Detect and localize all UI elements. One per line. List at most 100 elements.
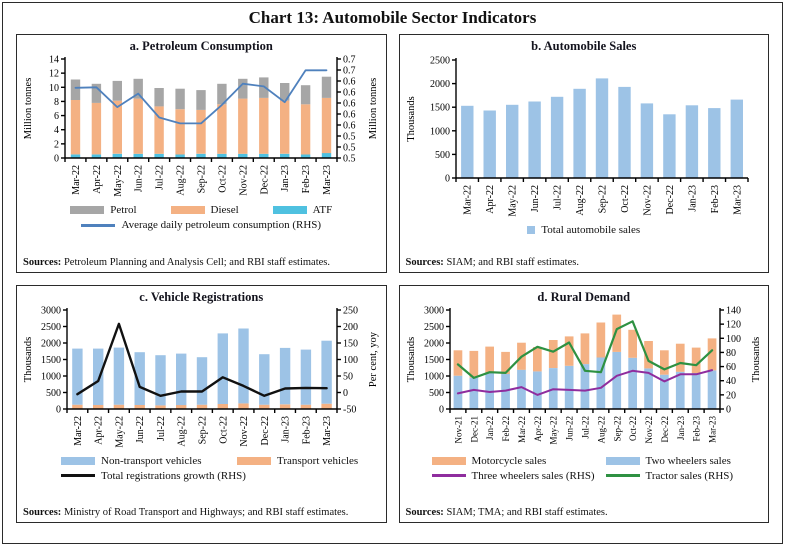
svg-text:Apr-22: Apr-22: [92, 165, 103, 194]
svg-text:0: 0: [54, 154, 59, 165]
legend-swatch: [237, 456, 271, 465]
sources-label: Sources:: [23, 507, 62, 518]
legend-swatch: [170, 206, 205, 214]
svg-text:Oct-22: Oct-22: [628, 416, 638, 441]
legend-label: Diesel: [210, 204, 239, 216]
svg-text:Aug-22: Aug-22: [176, 165, 187, 196]
svg-text:0.6: 0.6: [343, 110, 356, 121]
legend-swatch: [431, 456, 466, 465]
legend-swatch: [61, 456, 95, 465]
svg-text:Feb-23: Feb-23: [710, 185, 721, 213]
panels-grid: a. Petroleum Consumption 0 2 4 6 8 10 12 14 Mar-…: [3, 34, 782, 532]
svg-text:Thousands: Thousands: [406, 336, 417, 382]
svg-text:Nov-22: Nov-22: [239, 165, 250, 196]
svg-text:Nov-22: Nov-22: [239, 416, 250, 447]
svg-text:12: 12: [49, 69, 59, 80]
svg-text:0.7: 0.7: [343, 55, 356, 66]
svg-text:Sep-22: Sep-22: [197, 165, 208, 193]
svg-text:20: 20: [726, 390, 736, 401]
panel-petroleum-consumption: a. Petroleum Consumption 0 2 4 6 8 10 12 14 Mar-…: [16, 34, 387, 273]
svg-text:Mar-22: Mar-22: [73, 416, 84, 446]
svg-text:Million tonnes: Million tonnes: [368, 78, 379, 140]
svg-text:Jun-22: Jun-22: [530, 185, 541, 212]
svg-text:May-22: May-22: [115, 416, 126, 448]
svg-text:2500: 2500: [430, 56, 450, 67]
svg-text:Jul-22: Jul-22: [155, 165, 166, 190]
svg-text:0: 0: [445, 174, 450, 185]
svg-text:Jan-23: Jan-23: [281, 416, 292, 443]
svg-text:Feb-22: Feb-22: [501, 416, 511, 442]
legend-item-non-transport-vehicles: Non-transport vehicles: [61, 455, 237, 467]
automobile-sales-chart: 0 500 1000 1500 2000 2500 Mar-22 Apr-22 May-22 Ju…: [406, 56, 749, 217]
svg-text:Jul-22: Jul-22: [156, 416, 167, 441]
svg-text:0.6: 0.6: [343, 121, 356, 132]
svg-text:Dec-22: Dec-22: [260, 165, 271, 194]
panel-vehicle-registrations: c. Vehicle Registrations 0 500 1000 1500 200…: [16, 284, 387, 523]
svg-text:1000: 1000: [424, 371, 444, 382]
svg-text:Mar-23: Mar-23: [322, 416, 333, 446]
sources-label: Sources:: [405, 507, 444, 518]
svg-text:Aug-22: Aug-22: [575, 185, 586, 216]
svg-text:Thousands: Thousands: [23, 336, 34, 382]
legend-row: Total automobile sales: [402, 224, 767, 236]
svg-text:Aug-22: Aug-22: [177, 416, 188, 447]
svg-text:4: 4: [54, 125, 59, 136]
svg-text:Sep-22: Sep-22: [597, 185, 608, 213]
svg-text:Nov-21: Nov-21: [453, 416, 463, 444]
svg-text:-50: -50: [343, 404, 356, 415]
svg-text:Dec-21: Dec-21: [469, 416, 479, 443]
svg-text:Oct-22: Oct-22: [620, 185, 631, 213]
svg-text:Nov-22: Nov-22: [644, 416, 654, 444]
svg-text:0.6: 0.6: [343, 77, 356, 88]
svg-text:0.7: 0.7: [343, 66, 356, 77]
sources-label: Sources:: [23, 256, 62, 268]
legend-label: Motorcycle sales: [471, 454, 547, 467]
legend-label: Tractor sales (RHS): [645, 469, 734, 482]
svg-text:120: 120: [726, 319, 741, 330]
legend-row: Average daily petroleum consumption (RHS…: [19, 219, 384, 231]
panel-title: d. Rural Demand: [537, 289, 631, 304]
legend-label: Average daily petroleum consumption (RHS…: [121, 219, 322, 231]
svg-text:0.6: 0.6: [343, 88, 356, 99]
legend-swatch: [272, 206, 307, 214]
svg-text:1500: 1500: [430, 103, 450, 114]
svg-text:1000: 1000: [430, 126, 450, 137]
legend-row: Motorcycle sales Two wheelers sales: [402, 455, 767, 467]
svg-text:Per cent, yoy: Per cent, yoy: [368, 331, 379, 387]
legend-row: Non-transport vehicles Transport vehicles: [19, 455, 384, 467]
svg-text:0: 0: [56, 404, 61, 415]
svg-text:Dec-22: Dec-22: [665, 185, 676, 214]
sources-note: Sources: SIAM; and RBI staff estimates.: [402, 254, 583, 268]
svg-text:Jan-23: Jan-23: [280, 165, 291, 192]
legend-row: Petrol Diesel ATF: [19, 204, 384, 216]
svg-text:150: 150: [343, 338, 358, 349]
svg-text:Oct-22: Oct-22: [219, 416, 230, 444]
svg-text:Feb-23: Feb-23: [301, 165, 312, 193]
svg-text:Nov-22: Nov-22: [642, 185, 653, 216]
svg-text:Feb-23: Feb-23: [302, 416, 313, 444]
legend-item-tractor-sales-rhs: Tractor sales (RHS): [605, 469, 769, 482]
legend: Non-transport vehicles Transport vehicles…: [19, 455, 384, 482]
svg-text:200: 200: [343, 322, 358, 333]
legend-label: Total registrations growth (RHS): [101, 469, 246, 482]
legend-item-motorcycle-sales: Motorcycle sales: [431, 454, 606, 467]
svg-text:2500: 2500: [41, 322, 61, 333]
svg-text:50: 50: [343, 371, 353, 382]
svg-text:80: 80: [726, 347, 736, 358]
svg-text:140: 140: [726, 305, 741, 316]
svg-text:1500: 1500: [424, 355, 444, 366]
legend-item-total-automobile-sales: Total automobile sales: [527, 224, 640, 236]
sources-text: SIAM; and RBI staff estimates.: [446, 256, 579, 268]
svg-text:Jan-23: Jan-23: [687, 185, 698, 212]
legend-swatch: [81, 223, 116, 227]
sources-text: Ministry of Road Transport and Highways;…: [63, 507, 349, 518]
svg-text:Jun-22: Jun-22: [564, 416, 574, 441]
legend-item-diesel: Diesel: [170, 204, 239, 216]
legend-label: Three wheelers sales (RHS): [471, 469, 595, 482]
sources-text: SIAM; TMA; and RBI staff estimates.: [446, 507, 608, 518]
svg-text:Thousands: Thousands: [751, 336, 762, 382]
svg-text:2000: 2000: [424, 338, 444, 349]
sources-note: Sources: Ministry of Road Transport and …: [19, 504, 352, 518]
svg-text:100: 100: [726, 333, 741, 344]
